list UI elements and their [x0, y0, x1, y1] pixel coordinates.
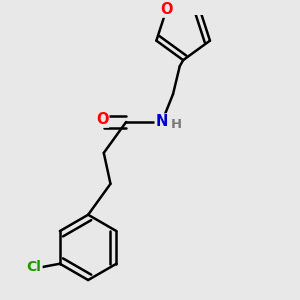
Text: N: N: [156, 115, 168, 130]
Text: O: O: [96, 112, 108, 127]
Text: H: H: [171, 118, 182, 131]
Text: O: O: [160, 2, 173, 16]
Text: Cl: Cl: [27, 260, 41, 274]
